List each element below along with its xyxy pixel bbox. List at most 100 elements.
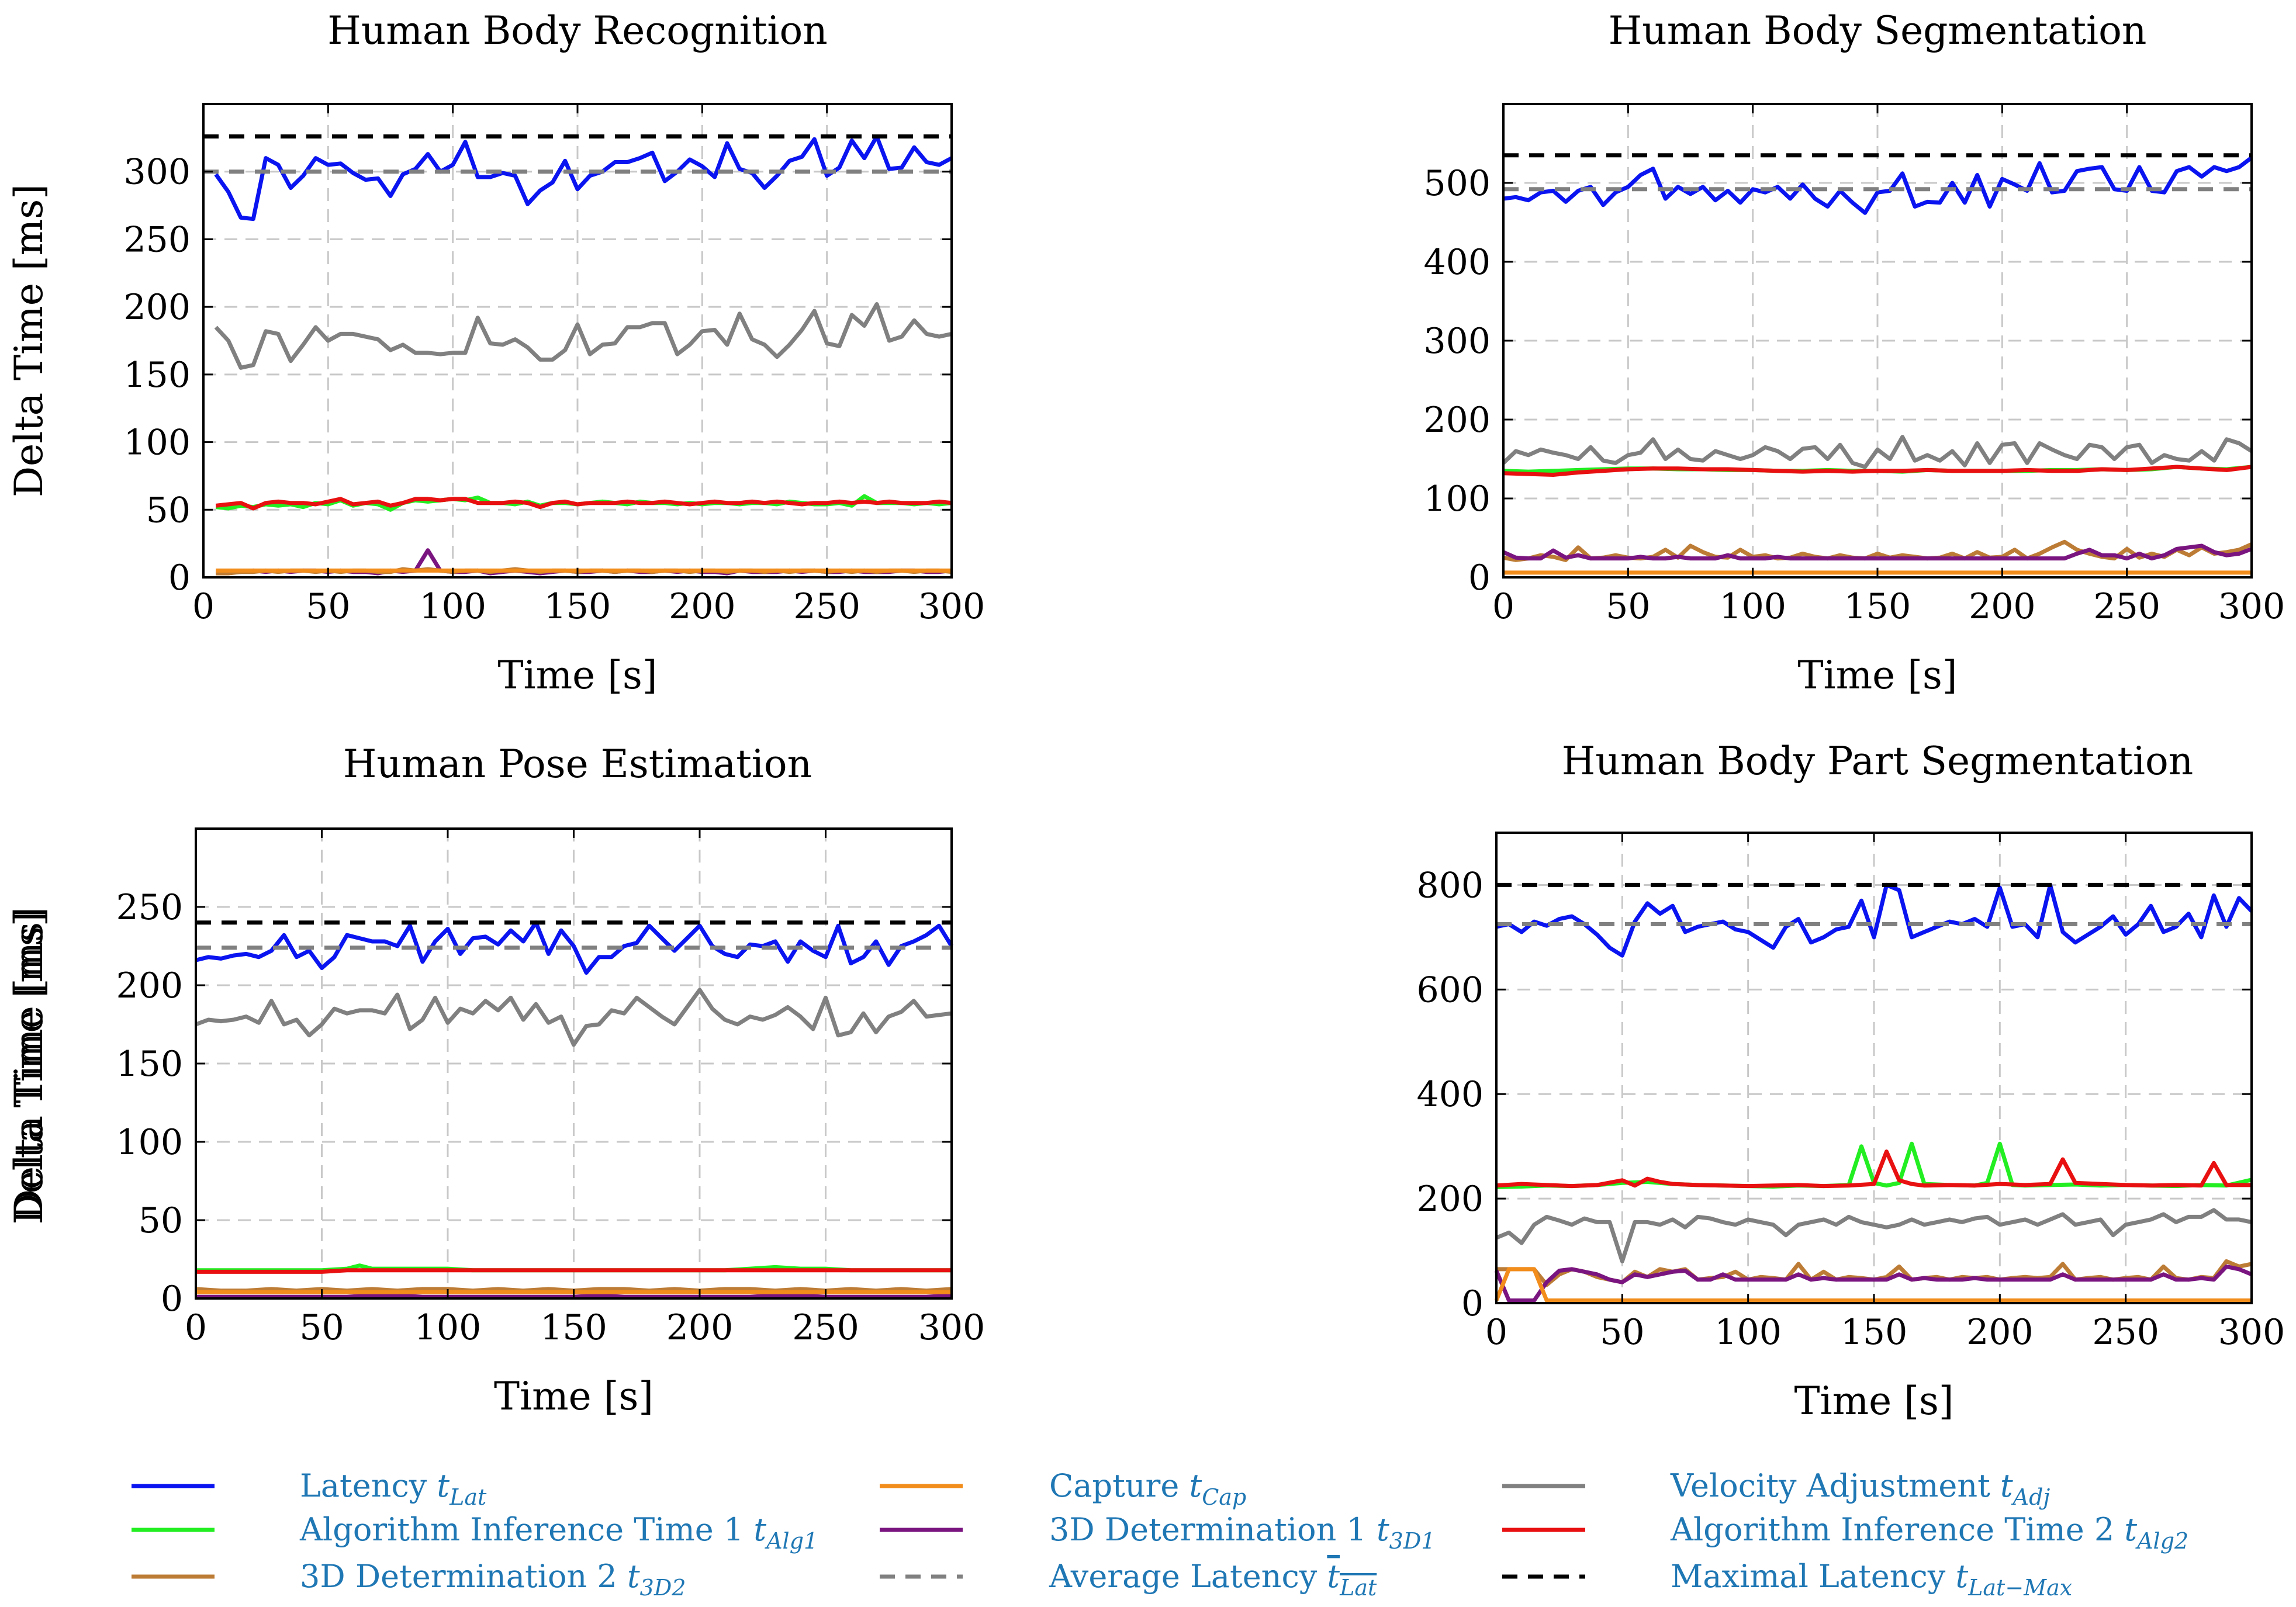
- x-axis-label: Time [s]: [1797, 653, 1957, 698]
- legend-item-alg2: Algorithm Inference Time 2 tAlg2: [1502, 1511, 2188, 1554]
- x-tick-label: 0: [1485, 1312, 1507, 1353]
- y-tick-label: 800: [1416, 865, 1484, 906]
- y-tick-label: 200: [116, 965, 183, 1006]
- x-tick-label: 50: [1600, 1312, 1644, 1353]
- x-tick-label: 200: [1966, 1312, 2034, 1353]
- x-tick-label: 100: [414, 1307, 482, 1348]
- x-axis-label: Time [s]: [1794, 1379, 1953, 1424]
- series-algorithm-inference-time-2: [1503, 465, 2252, 477]
- legend-label: Average Latency tLat: [1049, 1558, 1377, 1601]
- y-axis-label: Delta Time [ms]: [6, 907, 51, 1220]
- legend-item-max: Maximal Latency tLat−Max: [1502, 1558, 2072, 1601]
- y-axis-label: Delta Time [ms]: [6, 912, 51, 1225]
- legend-label: Velocity Adjustment tAdj: [1670, 1467, 2050, 1510]
- y-tick-label: 50: [139, 1200, 183, 1241]
- series-3d-determination-1: [1502, 543, 2253, 561]
- y-axis-label: Delta Time [ms]: [6, 184, 51, 497]
- x-tick-label: 100: [1714, 1312, 1782, 1353]
- legend-item-cap: Capture tCap: [880, 1467, 1246, 1510]
- legend-label: 3D Determination 2 t3D2: [300, 1558, 686, 1601]
- legend-label: Maximal Latency tLat−Max: [1671, 1558, 2072, 1601]
- legend: Latency tLat Capture tCap Velocity Adjustm…: [132, 1467, 2188, 1601]
- x-tick-label: 0: [185, 1307, 207, 1348]
- grid: [1496, 833, 2252, 1303]
- legend-item-adj: Velocity Adjustment tAdj: [1502, 1467, 2050, 1510]
- y-tick-label: 400: [1423, 242, 1491, 283]
- y-tick-label: 200: [1423, 400, 1491, 441]
- series-latency: [1503, 156, 2253, 215]
- y-tick-label: 100: [1423, 479, 1491, 519]
- series-group: [203, 134, 953, 576]
- x-tick-label: 150: [540, 1307, 607, 1348]
- y-axis-label: Delta Time [ms]: [6, 184, 51, 497]
- x-tick-label: 200: [1969, 586, 2036, 627]
- legend-item-avg: Average Latency tLat: [880, 1558, 1377, 1601]
- ticks: 0 50 100 150 200 250 300 0 50 100 150 200 250: [116, 829, 985, 1348]
- y-tick-label: 300: [1423, 321, 1491, 362]
- x-tick-label: 150: [1841, 1312, 1908, 1353]
- y-tick-label: 200: [123, 287, 191, 328]
- y-tick-label: 400: [1416, 1074, 1484, 1115]
- series-3d-determination-1: [1494, 1264, 2253, 1303]
- x-tick-label: 150: [544, 586, 611, 627]
- x-tick-label: 250: [2093, 586, 2160, 627]
- x-tick-label: 250: [2092, 1312, 2159, 1353]
- legend-item-d3d1: 3D Determination 1 t3D1: [880, 1511, 1435, 1554]
- legend-label: Latency tLat: [300, 1467, 487, 1510]
- x-tick-label: 300: [2218, 586, 2285, 627]
- y-tick-label: 150: [123, 355, 191, 396]
- series-algorithm-inference-time-2: [1496, 1149, 2252, 1189]
- legend-item-lat: Latency tLat: [132, 1467, 487, 1510]
- series-latency: [214, 134, 953, 221]
- chart-human-body-part-segmentation: Human Body Part Segmentation 0 50 100 150 200…: [6, 739, 2285, 1424]
- x-tick-label: 300: [918, 586, 986, 627]
- x-tick-label: 300: [918, 1307, 986, 1348]
- ticks: 0 50 100 150 200 250 300 0 50 100 150 200 250 300: [123, 104, 985, 627]
- x-tick-label: 100: [1719, 586, 1786, 627]
- y-tick-label: 0: [1468, 557, 1491, 598]
- legend-item-alg1: Algorithm Inference Time 1 tAlg1: [132, 1511, 818, 1554]
- series-group: [1494, 882, 2253, 1303]
- legend-item-d3d2: 3D Determination 2 t3D2: [132, 1558, 686, 1601]
- series-velocity-adjustment: [1495, 1208, 2252, 1263]
- y-tick-label: 250: [123, 219, 191, 260]
- series-velocity-adjustment: [195, 988, 952, 1047]
- y-tick-label: 300: [123, 152, 191, 193]
- chart-title: Human Body Part Segmentation: [1562, 739, 2194, 784]
- ticks: 0 50 100 150 200 250 300 0 200 400 600 800: [1416, 833, 2285, 1353]
- y-tick-label: 200: [1416, 1179, 1484, 1220]
- x-tick-label: 250: [793, 586, 860, 627]
- chart-title: Human Pose Estimation: [343, 742, 812, 787]
- y-tick-label: 250: [116, 887, 183, 928]
- chart-human-pose-estimation: Human Pose Estimation 0 50 100 150 200 250 300 0…: [6, 742, 985, 1419]
- chart-title: Human Body Segmentation: [1609, 8, 2147, 53]
- chart-title: Human Body Recognition: [327, 8, 827, 53]
- x-tick-label: 50: [306, 586, 350, 627]
- x-tick-label: 300: [2218, 1312, 2285, 1353]
- x-axis-label: Time [s]: [497, 653, 657, 698]
- x-tick-label: 200: [669, 586, 736, 627]
- y-tick-label: 50: [146, 490, 191, 531]
- x-tick-label: 250: [792, 1307, 859, 1348]
- chart-human-body-recognition: Human Body Recognition 0 50 100 150 200 250 300…: [6, 8, 985, 698]
- x-tick-label: 150: [1844, 586, 1911, 627]
- legend-label: Algorithm Inference Time 2 tAlg2: [1670, 1511, 2188, 1554]
- y-tick-label: 150: [116, 1044, 183, 1085]
- legend-label: Capture tCap: [1049, 1467, 1246, 1510]
- series-velocity-adjustment: [1502, 435, 2253, 469]
- y-tick-label: 0: [161, 1279, 183, 1319]
- chart-human-body-segmentation: Human Body Segmentation 0 50 100 150 200 250 30…: [6, 8, 2285, 698]
- ticks: 0 50 100 150 200 250 300 0 100 200 300 400 500: [1423, 104, 2285, 627]
- series-algorithm-inference-time-2: [215, 497, 952, 511]
- x-tick-label: 50: [299, 1307, 344, 1348]
- series-algorithm-inference-time-2: [196, 1268, 952, 1274]
- series-latency: [195, 920, 953, 975]
- y-tick-label: 100: [123, 422, 191, 463]
- series-velocity-adjustment: [214, 302, 952, 370]
- y-tick-label: 600: [1416, 969, 1484, 1010]
- x-tick-label: 100: [419, 586, 486, 627]
- x-tick-label: 50: [1606, 586, 1650, 627]
- grid: [196, 829, 952, 1298]
- y-tick-label: 500: [1423, 163, 1491, 204]
